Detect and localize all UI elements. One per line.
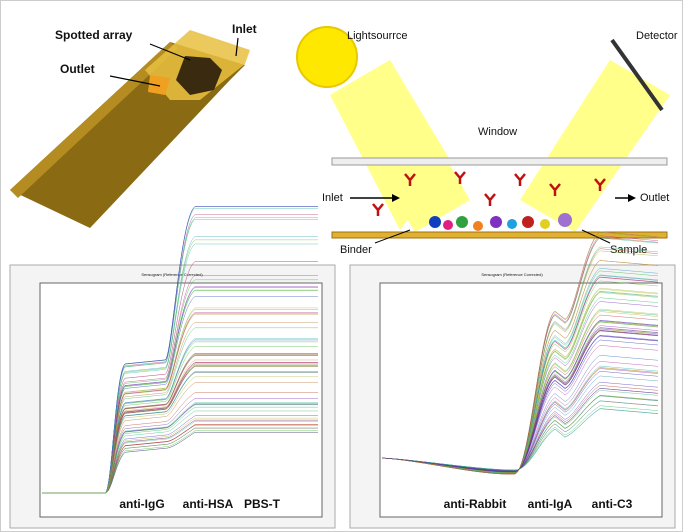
label: Spotted array bbox=[55, 28, 133, 42]
plot-area bbox=[380, 283, 662, 517]
annotation: anti-C3 bbox=[592, 497, 633, 511]
label: Lightsourrce bbox=[347, 30, 408, 42]
annotation: anti-HSA bbox=[183, 497, 234, 511]
figure: Spotted array Inlet Outlet bbox=[0, 0, 683, 532]
label: Detector bbox=[636, 30, 678, 42]
annotation: anti-Rabbit bbox=[444, 497, 507, 511]
label: Inlet bbox=[322, 192, 343, 204]
label: Binder bbox=[340, 244, 372, 256]
annotation: anti-IgG bbox=[119, 497, 164, 511]
annotation: anti-IgA bbox=[528, 497, 573, 511]
label: Inlet bbox=[232, 22, 257, 36]
label: Window bbox=[478, 126, 517, 138]
plot-area bbox=[40, 283, 322, 517]
label: Outlet bbox=[640, 192, 669, 204]
annotation: PBS-T bbox=[244, 497, 281, 511]
label: Outlet bbox=[60, 62, 95, 76]
plot-title: Sensogram (Reference Corrected) bbox=[481, 272, 543, 277]
